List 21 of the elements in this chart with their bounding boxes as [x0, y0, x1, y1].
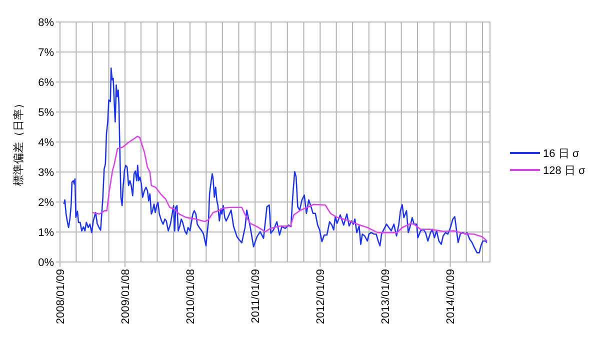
line-series — [63, 68, 488, 254]
legend-label: 16 日 σ — [543, 148, 580, 160]
x-tick-label: 2011/01/09 — [250, 269, 262, 324]
x-tick-label: 2009/01/08 — [120, 269, 132, 324]
x-tick-label: 2013/01/09 — [380, 269, 392, 324]
y-tick-label: 2% — [38, 196, 54, 209]
y-axis-title: 標準偏差（日率） — [12, 98, 25, 186]
y-tick-label: 4% — [38, 136, 54, 149]
x-tick-label: 2008/01/09 — [54, 269, 67, 324]
line-series — [92, 136, 488, 242]
y-tick-label: 3% — [38, 166, 54, 179]
x-tick-label: 2010/01/08 — [184, 269, 197, 324]
legend-label: 128 日 σ — [543, 164, 586, 177]
x-tick-label: 2014/01/09 — [445, 269, 458, 324]
x-tick-label: 2012/01/09 — [314, 269, 327, 324]
y-tick-label: 7% — [38, 46, 54, 59]
y-tick-label: 0% — [38, 256, 54, 269]
y-tick-label: 8% — [38, 16, 54, 29]
y-tick-label: 5% — [38, 106, 54, 119]
y-tick-label: 1% — [38, 226, 54, 239]
y-tick-label: 6% — [38, 76, 54, 89]
